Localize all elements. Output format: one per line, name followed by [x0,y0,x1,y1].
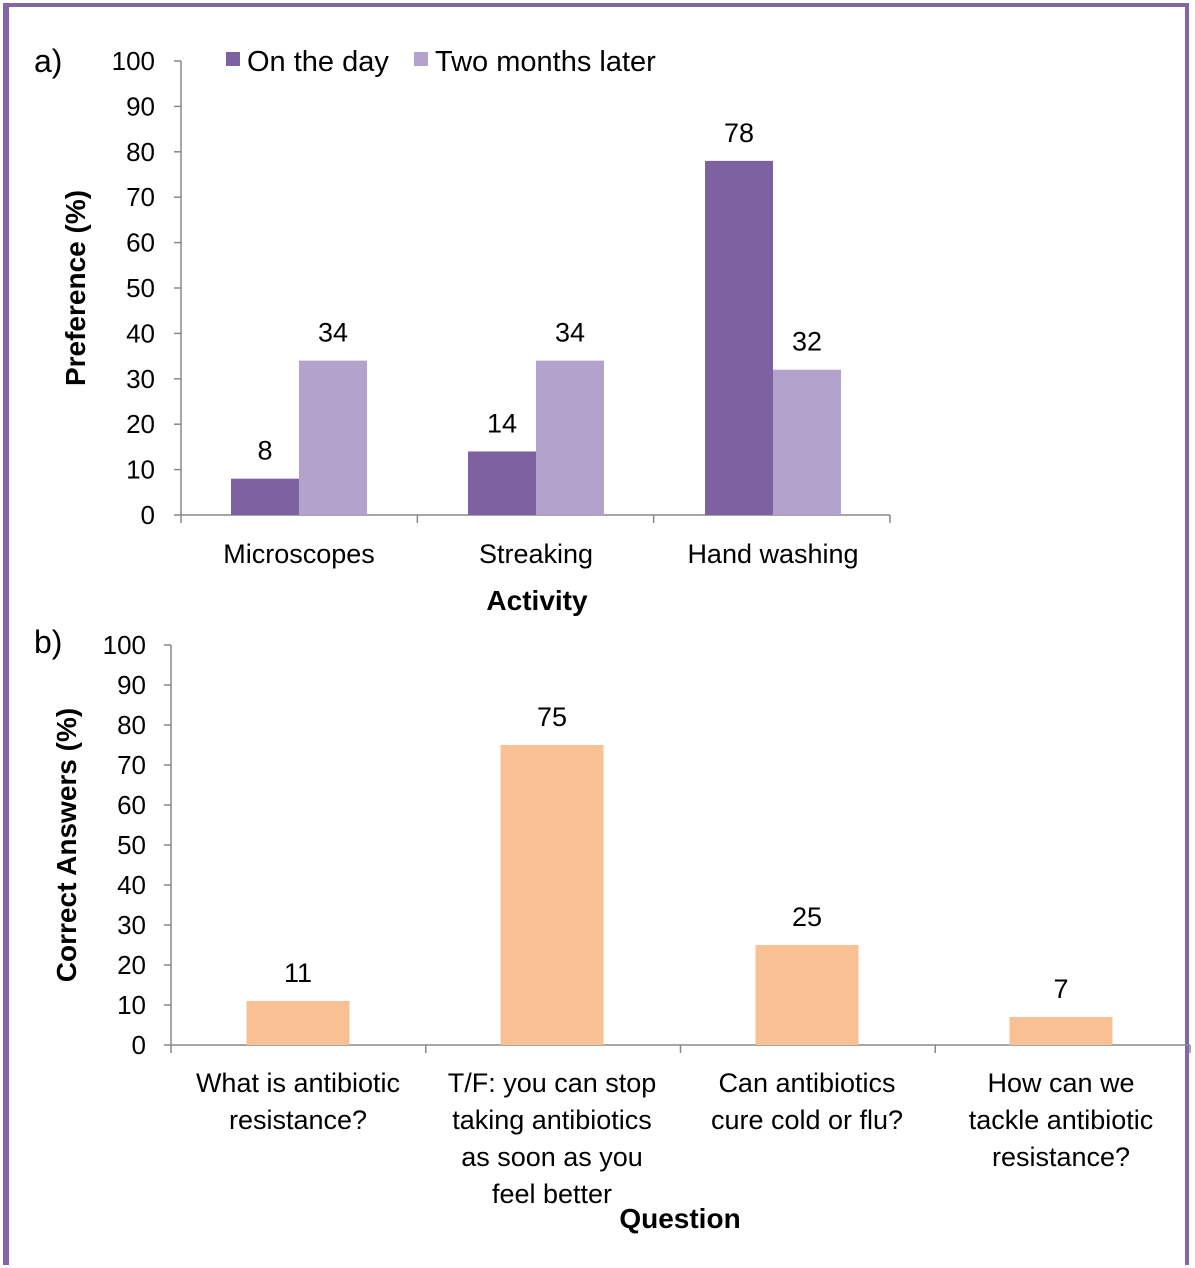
data-label: 7 [1053,974,1068,1004]
category-label: How can we [987,1068,1134,1098]
bar-1-s0-c3 [1009,1017,1113,1045]
panel-label-1: b) [34,624,62,660]
legend-swatch-1 [414,52,428,66]
bar-1-s0-c0 [246,1001,350,1045]
bar-0-s0-c2 [705,160,773,515]
y-tick-label: 100 [112,46,155,76]
bar-0-s0-c0 [231,478,299,515]
y-tick-label: 60 [126,228,155,258]
y-tick-label: 100 [103,630,146,660]
data-label: 11 [284,958,312,988]
data-label: 14 [487,408,517,438]
y-tick-label: 50 [117,830,146,860]
category-label: cure cold or flu? [711,1105,903,1135]
category-label: T/F: you can stop [448,1068,657,1098]
x-axis-title-1: Question [619,1203,740,1234]
bar-0-s1-c2 [773,369,841,515]
legend-swatch-0 [226,52,240,66]
data-label: 78 [724,118,754,148]
category-label: What is antibiotic [196,1068,400,1098]
category-label: Hand washing [687,539,858,569]
y-tick-label: 90 [126,91,155,121]
y-tick-label: 80 [126,137,155,167]
y-tick-label: 70 [126,182,155,212]
category-label: resistance? [992,1142,1130,1172]
y-tick-label: 30 [117,910,146,940]
y-tick-label: 20 [126,409,155,439]
category-label: tackle antibiotic [969,1105,1154,1135]
legend-entry-0: On the day [247,46,389,78]
data-label: 34 [318,318,348,348]
bar-1-s0-c2 [755,945,859,1045]
bar-1-s0-c1 [500,745,604,1045]
figure-frame [3,3,1189,1265]
y-tick-label: 10 [117,990,146,1020]
y-tick-label: 50 [126,273,155,303]
data-label: 32 [792,327,822,357]
legend-entry-1: Two months later [435,46,656,78]
y-axis-title-1: Correct Answers (%) [51,708,82,982]
y-tick-label: 40 [126,318,155,348]
bar-0-s0-c1 [468,451,536,515]
category-label: as soon as you [461,1142,643,1172]
y-tick-label: 10 [126,455,155,485]
y-tick-label: 30 [126,364,155,394]
y-tick-label: 60 [117,790,146,820]
bar-0-s1-c1 [536,360,604,515]
data-label: 25 [792,902,822,932]
y-tick-label: 20 [117,950,146,980]
category-label: resistance? [229,1105,367,1135]
x-axis-title-0: Activity [486,585,588,616]
data-label: 34 [555,318,585,348]
y-tick-label: 70 [117,750,146,780]
y-tick-label: 0 [141,500,155,530]
y-tick-label: 0 [132,1030,146,1060]
bar-0-s1-c0 [299,360,367,515]
category-label: Can antibiotics [718,1068,895,1098]
category-label: feel better [492,1179,612,1209]
y-tick-label: 40 [117,870,146,900]
panel-label-0: a) [34,43,62,79]
category-label: taking antibiotics [452,1105,652,1135]
y-axis-title-0: Preference (%) [60,190,91,386]
y-tick-label: 80 [117,710,146,740]
category-label: Streaking [479,539,593,569]
data-label: 75 [537,702,567,732]
category-label: Microscopes [223,539,375,569]
data-label: 8 [257,436,272,466]
y-tick-label: 90 [117,670,146,700]
